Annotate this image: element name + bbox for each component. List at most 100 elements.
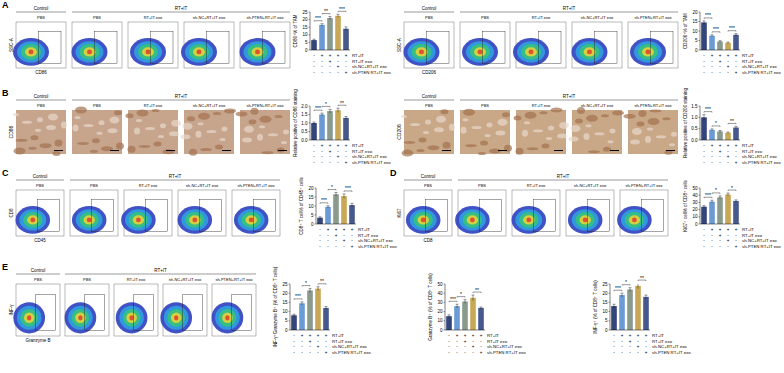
flow-density <box>171 313 182 323</box>
group-mark: + <box>480 333 483 338</box>
ihc-texture <box>249 119 257 124</box>
error-cap <box>345 116 348 117</box>
error-bar <box>472 295 475 301</box>
bar <box>627 290 633 330</box>
flow-density <box>13 302 45 333</box>
group-mark: - <box>293 350 295 355</box>
error-stem <box>704 21 705 24</box>
flow-density <box>65 302 97 333</box>
tick-label: 5 <box>285 318 288 323</box>
group-label: PBS <box>34 277 42 282</box>
ihc-texture <box>465 144 477 147</box>
bar <box>709 202 715 224</box>
group-label: sh-NC+RT+IT exo <box>581 15 614 20</box>
group-mark: - <box>711 154 713 159</box>
significance: ** <box>320 278 324 284</box>
group-mark: - <box>335 244 337 249</box>
error-bar <box>735 34 738 36</box>
group-label: PBS <box>425 103 433 108</box>
group-mark: + <box>456 333 459 338</box>
error-bar <box>321 24 324 26</box>
group-mark: - <box>703 59 705 64</box>
group-label: sh-PTEN+RT+IT exo <box>246 103 284 108</box>
error-cap <box>313 39 316 40</box>
flow-gate <box>483 31 506 63</box>
flow-density <box>136 218 141 223</box>
bar-chart: 0510152025INF-γ⁺ (% of CD8⁺ T cells)****… <box>593 275 691 355</box>
ihc-texture <box>425 119 431 124</box>
group-row-label: sh-PTEN RT+IT exo <box>358 244 397 249</box>
flow-gate <box>200 199 222 231</box>
flow-density <box>412 44 432 60</box>
marks <box>446 295 484 330</box>
ihc-image <box>181 108 237 155</box>
ihc-texture <box>283 130 289 135</box>
header: RT+IT <box>563 94 576 99</box>
flow-density <box>470 218 475 223</box>
tick-label: 5 <box>695 38 698 43</box>
error-cap <box>621 293 624 294</box>
error-stem <box>720 196 721 199</box>
group-label: PBS <box>425 15 433 20</box>
group-mark: - <box>719 244 721 249</box>
axis-label: CD86⁺% of TAM <box>293 14 298 47</box>
group-mark: - <box>345 64 347 69</box>
ihc-texture <box>281 141 287 144</box>
error-bar <box>448 315 451 318</box>
flow-density <box>87 50 92 55</box>
ihc-texture <box>533 129 543 132</box>
flow-frame <box>178 190 226 236</box>
ihc-texture <box>61 121 67 128</box>
tick-label: 10 <box>282 309 288 314</box>
tick-label: 10 <box>437 318 443 323</box>
group-mark: + <box>464 339 467 344</box>
error-stem <box>344 194 345 198</box>
flow-density <box>80 44 100 60</box>
group-row-label: sh-PTEN RT+IT exo <box>652 350 691 355</box>
error-cap <box>321 23 324 24</box>
ihc-image <box>13 110 67 156</box>
error-stem <box>314 39 315 41</box>
ihc-texture <box>139 145 151 148</box>
bar <box>319 25 325 50</box>
group-mark: - <box>327 244 329 249</box>
flow-density <box>126 313 137 323</box>
ihc-texture <box>522 130 528 137</box>
flow-plot <box>181 22 234 68</box>
flow-frame <box>128 22 178 68</box>
flow-density <box>24 313 35 323</box>
ihc-texture <box>134 128 140 135</box>
ihc-texture <box>97 132 103 135</box>
ihc-texture <box>268 133 278 136</box>
error-cap <box>448 314 451 315</box>
header-line <box>16 274 60 275</box>
ihc-texture <box>608 140 614 143</box>
group-mark: - <box>727 70 729 75</box>
marks <box>701 21 739 50</box>
group-mark: + <box>645 350 648 355</box>
y-axis <box>700 12 701 50</box>
ihc-texture <box>128 146 136 153</box>
header: Control <box>421 174 436 179</box>
ihc-texture <box>417 149 425 152</box>
error-stem <box>614 304 615 308</box>
header: RT+IT <box>175 6 188 11</box>
ihc-texture <box>671 132 677 137</box>
error-cap <box>327 205 330 206</box>
ihc-texture <box>595 132 605 135</box>
group-mark: - <box>711 64 713 69</box>
group-mark: + <box>337 53 340 58</box>
panel-letter: A <box>2 0 9 10</box>
y-axis <box>290 284 291 330</box>
flow-density <box>462 38 498 66</box>
flow-density <box>17 41 45 62</box>
error-stem <box>704 115 705 120</box>
ihc-texture <box>463 118 469 121</box>
bar <box>717 131 723 140</box>
ihc-texture <box>575 119 583 124</box>
bar <box>307 290 313 330</box>
axis-label: Ki67 <box>397 208 402 218</box>
tick-label: 5 <box>311 213 314 218</box>
flow-plot <box>16 190 64 236</box>
ihc-texture <box>198 122 204 125</box>
